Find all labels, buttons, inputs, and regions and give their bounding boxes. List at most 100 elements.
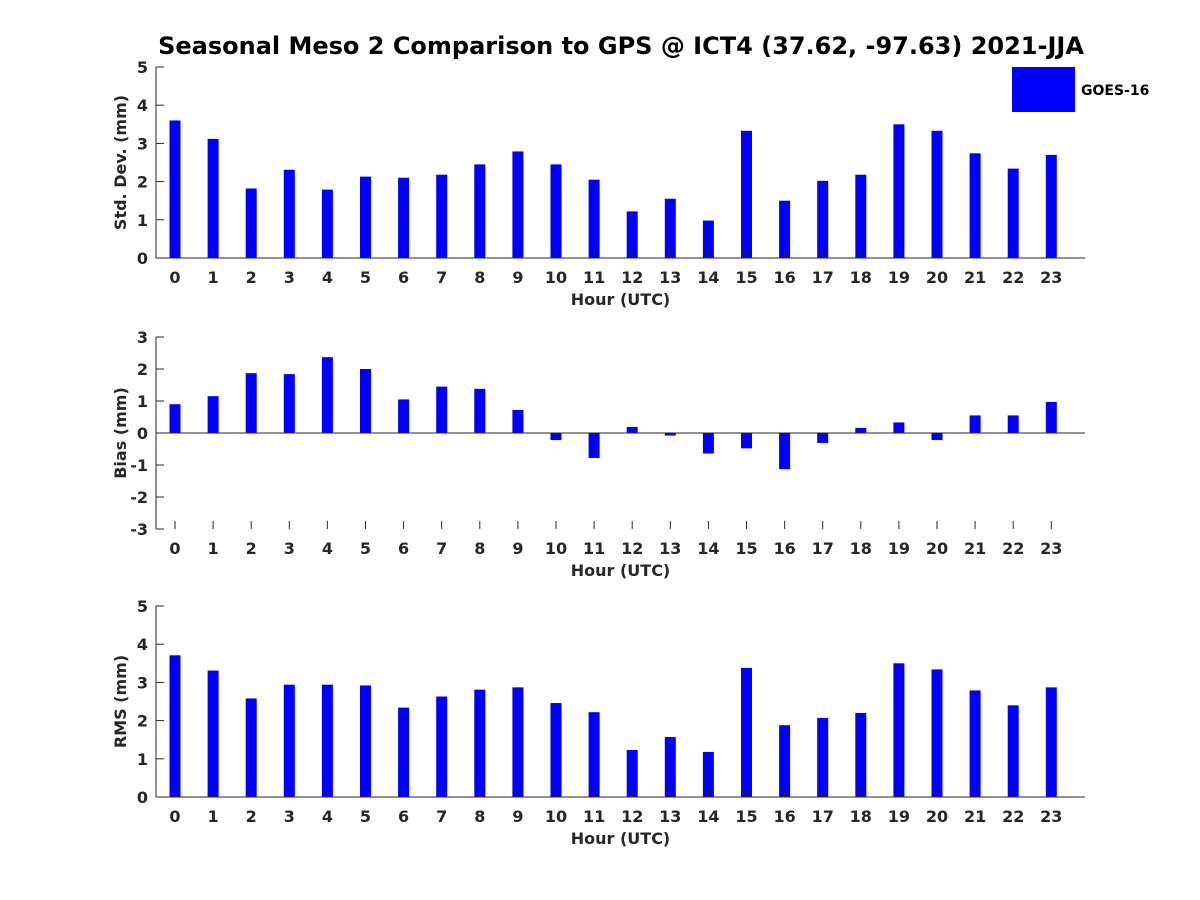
x-tick-label-bias-14: 14 — [697, 539, 719, 558]
y-axis-label-rms: RMS (mm) — [111, 655, 130, 748]
bar-std-dev-hour-0 — [169, 120, 181, 258]
x-tick-label-rms-18: 18 — [850, 807, 872, 826]
bar-bias-hour-13 — [664, 433, 676, 436]
y-tick-label-rms-2: 2 — [137, 712, 148, 731]
x-tick-label-rms-8: 8 — [474, 807, 485, 826]
x-tick-label-rms-12: 12 — [621, 807, 643, 826]
x-tick-label-bias-4: 4 — [322, 539, 333, 558]
x-tick-label-rms-0: 0 — [169, 807, 180, 826]
y-tick-label-bias-5: 2 — [137, 360, 148, 379]
bar-std-dev-hour-11 — [588, 179, 600, 258]
x-tick-label-rms-11: 11 — [583, 807, 605, 826]
x-tick-label-bias-16: 16 — [773, 539, 795, 558]
bar-bias-hour-22 — [1007, 415, 1019, 433]
bar-std-dev-hour-1 — [207, 138, 219, 258]
legend-label: GOES-16 — [1081, 83, 1149, 99]
bar-rms-hour-21 — [969, 690, 981, 797]
x-tick-label-bias-6: 6 — [398, 539, 409, 558]
x-tick-label-bias-1: 1 — [208, 539, 219, 558]
x-tick-label-std-dev-21: 21 — [964, 268, 986, 287]
bar-rms-hour-3 — [283, 684, 295, 797]
x-tick-label-rms-15: 15 — [735, 807, 757, 826]
x-tick-label-rms-23: 23 — [1040, 807, 1062, 826]
x-tick-label-std-dev-22: 22 — [1002, 268, 1024, 287]
bar-rms-hour-16 — [779, 725, 791, 797]
x-tick-label-rms-6: 6 — [398, 807, 409, 826]
x-tick-label-std-dev-19: 19 — [888, 268, 910, 287]
bar-std-dev-hour-13 — [664, 198, 676, 258]
bar-std-dev-hour-15 — [741, 130, 752, 258]
bar-bias-hour-6 — [398, 399, 410, 433]
x-tick-label-bias-7: 7 — [436, 539, 447, 558]
x-tick-label-rms-22: 22 — [1002, 807, 1024, 826]
x-tick-label-bias-12: 12 — [621, 539, 643, 558]
bar-rms-hour-11 — [588, 712, 600, 797]
bar-bias-hour-15 — [741, 433, 752, 449]
bar-bias-hour-23 — [1045, 401, 1057, 433]
y-tick-label-bias-0: -3 — [130, 520, 148, 539]
x-tick-label-bias-15: 15 — [735, 539, 757, 558]
x-tick-label-bias-20: 20 — [926, 539, 948, 558]
y-axis-label-bias: Bias (mm) — [111, 387, 130, 479]
bar-std-dev-hour-4 — [321, 189, 333, 258]
x-tick-label-rms-3: 3 — [284, 807, 295, 826]
bar-bias-hour-4 — [321, 357, 333, 433]
bar-std-dev-hour-3 — [283, 169, 295, 258]
x-tick-label-std-dev-18: 18 — [850, 268, 872, 287]
bar-std-dev-hour-8 — [474, 164, 486, 258]
y-tick-label-rms-1: 1 — [137, 750, 148, 769]
x-tick-label-std-dev-11: 11 — [583, 268, 605, 287]
bar-bias-hour-10 — [550, 433, 562, 441]
bar-std-dev-hour-6 — [398, 177, 410, 258]
x-axis-label-bias: Hour (UTC) — [571, 561, 671, 580]
y-tick-label-rms-4: 4 — [137, 635, 148, 654]
x-tick-label-rms-20: 20 — [926, 807, 948, 826]
x-tick-label-rms-5: 5 — [360, 807, 371, 826]
x-tick-label-rms-10: 10 — [545, 807, 567, 826]
bar-rms-hour-17 — [817, 717, 829, 797]
x-tick-label-bias-8: 8 — [474, 539, 485, 558]
y-tick-label-rms-0: 0 — [137, 788, 148, 807]
x-axis-label-rms: Hour (UTC) — [571, 829, 671, 848]
bar-bias-hour-8 — [474, 388, 486, 433]
y-tick-label-bias-6: 3 — [137, 328, 148, 347]
x-tick-label-bias-17: 17 — [812, 539, 834, 558]
y-tick-label-rms-3: 3 — [137, 673, 148, 692]
bar-rms-hour-10 — [550, 703, 562, 797]
bar-rms-hour-15 — [741, 667, 752, 797]
bar-std-dev-hour-22 — [1007, 168, 1019, 258]
x-tick-label-bias-22: 22 — [1002, 539, 1024, 558]
x-tick-label-rms-4: 4 — [322, 807, 333, 826]
x-tick-label-std-dev-12: 12 — [621, 268, 643, 287]
x-tick-label-rms-21: 21 — [964, 807, 986, 826]
bar-rms-hour-22 — [1007, 705, 1019, 797]
bar-bias-hour-14 — [702, 433, 714, 454]
x-tick-label-bias-11: 11 — [583, 539, 605, 558]
bar-bias-hour-7 — [436, 386, 448, 433]
bar-bias-hour-20 — [931, 433, 943, 441]
x-tick-label-std-dev-0: 0 — [169, 268, 180, 287]
x-tick-label-bias-0: 0 — [169, 539, 180, 558]
y-tick-label-std-dev-0: 0 — [137, 249, 148, 268]
x-tick-label-bias-10: 10 — [545, 539, 567, 558]
x-tick-label-std-dev-16: 16 — [773, 268, 795, 287]
bar-bias-hour-3 — [283, 374, 295, 433]
bar-rms-hour-23 — [1045, 687, 1057, 797]
y-tick-label-std-dev-2: 2 — [137, 173, 148, 192]
bar-rms-hour-4 — [321, 684, 333, 797]
bar-bias-hour-2 — [245, 373, 257, 433]
bar-bias-hour-9 — [512, 409, 524, 433]
x-tick-label-bias-9: 9 — [512, 539, 523, 558]
bar-bias-hour-19 — [893, 422, 905, 433]
x-tick-label-bias-2: 2 — [246, 539, 257, 558]
y-tick-label-bias-2: -1 — [130, 456, 148, 475]
x-tick-label-bias-21: 21 — [964, 539, 986, 558]
x-tick-label-rms-2: 2 — [246, 807, 257, 826]
bar-rms-hour-9 — [512, 687, 524, 797]
bar-rms-hour-7 — [436, 696, 448, 797]
bar-std-dev-hour-7 — [436, 174, 448, 258]
bar-std-dev-hour-18 — [855, 174, 867, 258]
